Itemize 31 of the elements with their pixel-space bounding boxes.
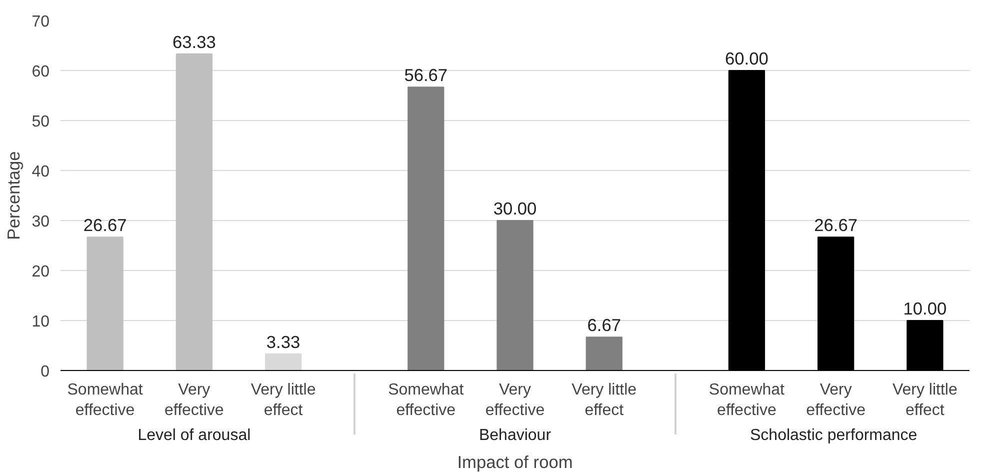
x-axis-title: Impact of room bbox=[457, 452, 573, 472]
y-tick-label: 60 bbox=[32, 64, 50, 80]
text: Behaviour bbox=[478, 426, 552, 444]
x-tick-label: Very little effect bbox=[572, 382, 637, 419]
y-tick-label: 20 bbox=[32, 264, 50, 280]
y-tick-label: 70 bbox=[32, 14, 50, 30]
data-label: 60.00 bbox=[725, 48, 768, 68]
data-label: 3.33 bbox=[266, 332, 300, 352]
x-tick-label: Somewhat effective bbox=[388, 382, 464, 419]
x-tick-label: Very effective bbox=[485, 382, 545, 419]
y-tick-label: 10 bbox=[32, 314, 50, 330]
data-label: 30.00 bbox=[493, 198, 537, 218]
x-tick-label: Somewhat effective bbox=[708, 382, 786, 419]
x-tick-label: Very effective bbox=[164, 382, 224, 419]
x-tick-label: Somewhat effective bbox=[67, 382, 144, 419]
text: Level of arousal bbox=[138, 426, 251, 444]
y-tick-label: 50 bbox=[32, 114, 50, 130]
x-tick-label: Very little effect bbox=[892, 382, 958, 419]
y-axis-title: Percentage bbox=[4, 151, 24, 240]
data-label: 6.67 bbox=[587, 315, 621, 336]
data-label: 10.00 bbox=[903, 298, 947, 318]
data-label: 26.67 bbox=[83, 215, 127, 236]
x-tick-label: Very little effect bbox=[250, 382, 316, 419]
data-label: 26.67 bbox=[814, 215, 858, 236]
data-label: 56.67 bbox=[404, 65, 448, 86]
data-label: 63.33 bbox=[172, 32, 216, 52]
x-tick-label: Very effective bbox=[806, 382, 866, 419]
y-tick-label: 0 bbox=[40, 364, 50, 380]
y-tick-label: 40 bbox=[32, 164, 50, 180]
y-tick-label: 30 bbox=[32, 214, 50, 230]
text: Scholastic performance bbox=[750, 426, 918, 444]
